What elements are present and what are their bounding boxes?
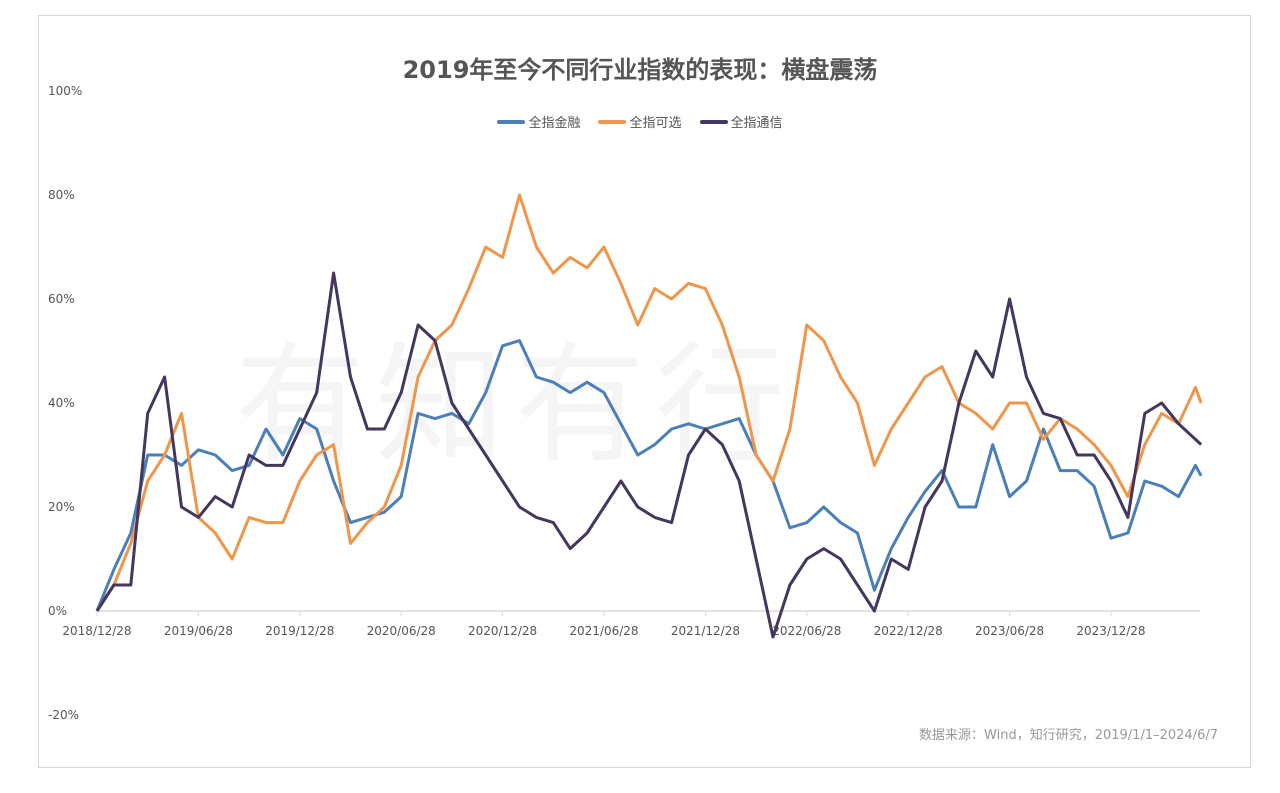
x-tick-label: 2020/12/28 — [468, 624, 537, 638]
chart-frame — [38, 15, 1251, 768]
series-line-0 — [95, 339, 1203, 612]
y-tick-label: 100% — [48, 84, 82, 98]
legend: 全指金融 全指可选 全指通信 — [0, 112, 1280, 131]
chart-title: 2019年至今不同行业指数的表现：横盘震荡 — [402, 56, 878, 84]
legend-label: 全指通信 — [730, 116, 783, 131]
legend-swatch — [598, 119, 627, 124]
legend-item-consumer: 全指可选 — [598, 112, 682, 131]
x-tick-label: 2019/12/28 — [265, 624, 334, 638]
y-tick-label: -20% — [48, 708, 79, 722]
x-tick-label: 2022/06/28 — [772, 624, 841, 638]
x-tick-label: 2019/06/28 — [164, 624, 233, 638]
legend-label: 全指金融 — [528, 116, 581, 131]
x-tick-label: 2018/12/28 — [62, 624, 131, 638]
x-tick-label: 2023/12/28 — [1076, 624, 1145, 638]
y-tick-label: 40% — [48, 396, 75, 410]
x-tick-label: 2020/06/28 — [367, 624, 436, 638]
legend-item-finance: 全指金融 — [497, 112, 580, 131]
x-tick-label: 2022/12/28 — [874, 624, 943, 638]
legend-label: 全指可选 — [629, 116, 682, 131]
y-tick-label: 0% — [48, 604, 67, 618]
x-tick-label: 2023/06/28 — [975, 624, 1044, 638]
x-tick-label: 2021/12/28 — [671, 624, 740, 638]
series-line-1 — [95, 193, 1203, 612]
legend-swatch — [497, 119, 526, 124]
y-tick-label: 20% — [48, 500, 75, 514]
y-tick-label: 60% — [48, 292, 75, 306]
source-note: 数据来源：Wind，知行研究，2019/1/1–2024/6/7 — [919, 728, 1218, 743]
y-tick-label: 80% — [48, 188, 75, 202]
legend-swatch — [699, 119, 728, 124]
x-tick-label: 2021/06/28 — [569, 624, 638, 638]
series-line-2 — [95, 271, 1203, 639]
legend-item-telecom: 全指通信 — [699, 112, 783, 131]
